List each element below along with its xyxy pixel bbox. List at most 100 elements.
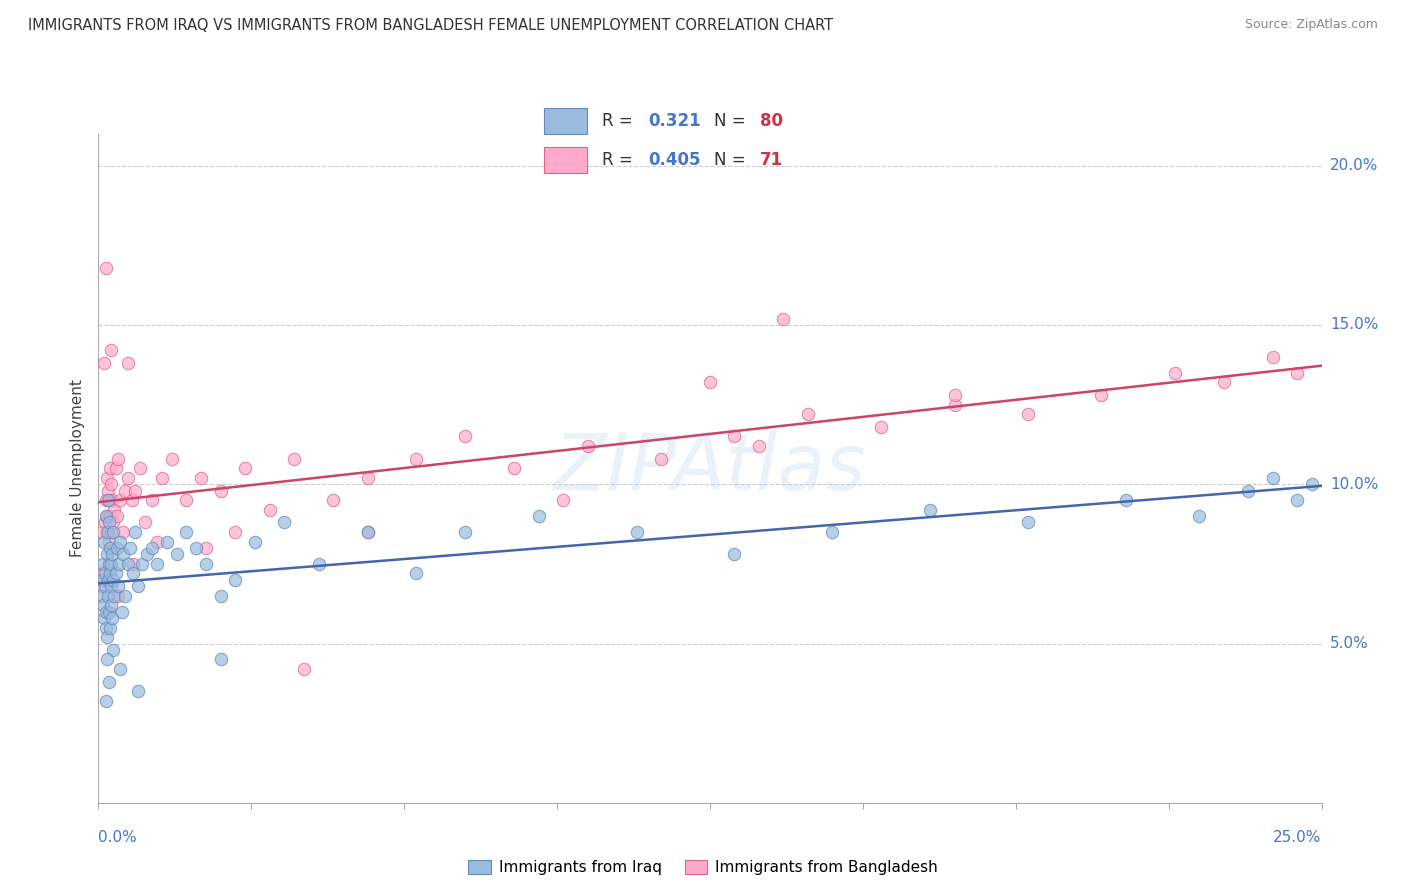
Point — [111, 605, 134, 619]
Point — [94, 566, 117, 581]
Point — [454, 429, 477, 443]
Point — [259, 502, 281, 516]
Text: ZIPAtlas: ZIPAtlas — [554, 430, 866, 507]
Point — [576, 439, 599, 453]
Point — [96, 524, 118, 539]
Point — [97, 493, 120, 508]
Point — [553, 493, 575, 508]
Text: R =: R = — [602, 151, 638, 169]
Point — [91, 566, 114, 581]
Point — [1017, 516, 1039, 530]
Point — [105, 541, 128, 555]
Point — [98, 605, 121, 619]
Point — [98, 541, 121, 555]
Text: 0.321: 0.321 — [648, 112, 702, 130]
Point — [283, 451, 305, 466]
Point — [1212, 376, 1234, 390]
Point — [195, 557, 218, 571]
Point — [1286, 493, 1309, 508]
Point — [98, 493, 121, 508]
Point — [503, 461, 526, 475]
Point — [124, 524, 146, 539]
Point — [97, 589, 120, 603]
Point — [97, 534, 120, 549]
Point — [748, 439, 770, 453]
Text: 0.405: 0.405 — [648, 151, 702, 169]
Point — [273, 516, 295, 530]
Point — [100, 599, 122, 613]
Point — [96, 630, 118, 644]
Point — [110, 662, 132, 676]
Point — [93, 356, 115, 370]
Point — [224, 524, 246, 539]
Point — [356, 524, 378, 539]
Point — [94, 579, 117, 593]
Point — [100, 343, 122, 358]
Point — [527, 509, 550, 524]
Point — [920, 502, 942, 516]
Point — [1090, 388, 1112, 402]
Point — [699, 376, 721, 390]
Point — [190, 471, 212, 485]
Point — [93, 534, 115, 549]
Point — [114, 483, 136, 498]
Point — [129, 461, 152, 475]
Text: 71: 71 — [761, 151, 783, 169]
Point — [166, 547, 188, 561]
Text: 0.0%: 0.0% — [98, 830, 138, 845]
Point — [176, 493, 198, 508]
Point — [107, 589, 129, 603]
Point — [101, 524, 124, 539]
Point — [356, 524, 378, 539]
Point — [1261, 471, 1284, 485]
Point — [110, 534, 132, 549]
Point — [797, 407, 820, 421]
Point — [107, 451, 129, 466]
Point — [104, 566, 127, 581]
Point — [96, 652, 118, 666]
Point — [209, 652, 232, 666]
Point — [97, 524, 120, 539]
Point — [292, 662, 315, 676]
Point — [117, 557, 139, 571]
Point — [108, 557, 131, 571]
Point — [110, 493, 132, 508]
Point — [94, 509, 117, 524]
Point — [209, 589, 232, 603]
Text: 25.0%: 25.0% — [1274, 830, 1322, 845]
Point — [821, 524, 844, 539]
Point — [111, 524, 134, 539]
Point — [100, 547, 122, 561]
Text: N =: N = — [714, 112, 751, 130]
Point — [98, 509, 121, 524]
Point — [91, 599, 114, 613]
Point — [124, 483, 146, 498]
Point — [308, 557, 330, 571]
Point — [120, 541, 142, 555]
Point — [93, 611, 115, 625]
Point — [160, 451, 183, 466]
Point — [134, 516, 156, 530]
Point — [209, 483, 232, 498]
FancyBboxPatch shape — [544, 147, 586, 173]
Point — [94, 621, 117, 635]
Point — [1301, 477, 1323, 491]
Point — [870, 420, 893, 434]
Point — [91, 573, 114, 587]
Point — [772, 311, 794, 326]
Point — [1261, 350, 1284, 364]
Point — [103, 502, 125, 516]
Point — [1237, 483, 1260, 498]
Point — [98, 674, 121, 689]
Point — [96, 509, 118, 524]
Y-axis label: Female Unemployment: Female Unemployment — [70, 379, 86, 558]
Text: 5.0%: 5.0% — [1330, 636, 1368, 651]
Point — [100, 557, 122, 571]
Point — [723, 429, 745, 443]
Text: 10.0%: 10.0% — [1330, 476, 1378, 491]
Point — [94, 260, 117, 275]
Point — [127, 684, 149, 698]
Point — [98, 621, 121, 635]
Legend: Immigrants from Iraq, Immigrants from Bangladesh: Immigrants from Iraq, Immigrants from Ba… — [468, 861, 938, 875]
Point — [723, 547, 745, 561]
